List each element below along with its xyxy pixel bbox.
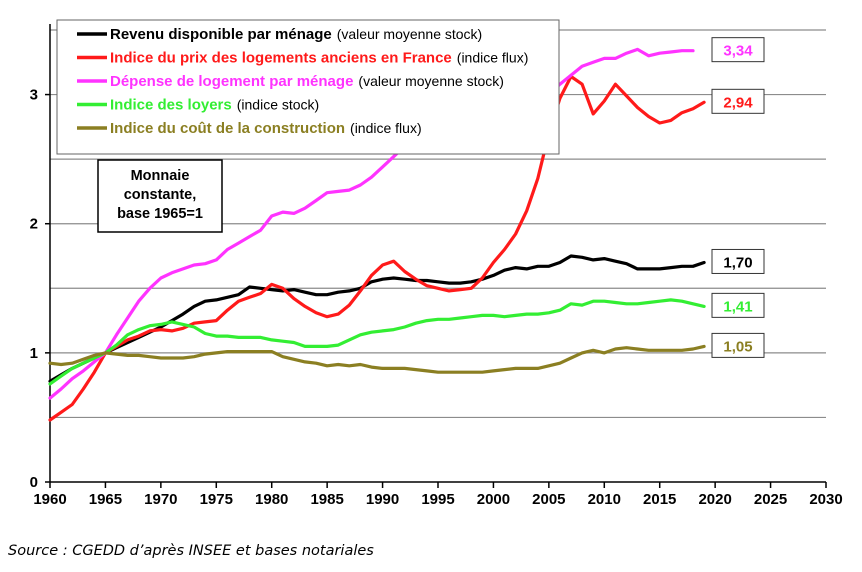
end-label-4: 1,05 [723, 338, 752, 355]
series-lines [48, 47, 706, 422]
annotation-line-0: Monnaie [131, 168, 190, 184]
series-line-1 [48, 74, 706, 422]
x-tick-label: 2005 [532, 491, 565, 508]
source-note: Source : CGEDD d’après INSEE et bases no… [8, 543, 374, 559]
axes: 1960 1965 1970 1975 1980 1985 1990 1995 2000 2005… [30, 24, 843, 508]
x-tick-label: 1975 [200, 491, 233, 508]
legend-label-2: Dépense de logement par ménage (valeur mo… [110, 73, 504, 90]
x-tick-label: 1965 [89, 491, 122, 508]
x-tick-label: 2030 [809, 491, 842, 508]
legend-label-1: Indice du prix des logements anciens en … [110, 50, 528, 67]
x-tick-label: 2025 [754, 491, 787, 508]
y-tick-label: 1 [30, 345, 38, 362]
annotation-line-1: constante, [124, 187, 197, 203]
end-label-2: 3,34 [723, 43, 753, 60]
x-tick-label: 1995 [421, 491, 454, 508]
x-tick-label: 2000 [477, 491, 510, 508]
end-label-box-2 [711, 37, 765, 63]
legend: Revenu disponible par ménage (valeur moye… [56, 19, 560, 155]
annotation-box: Monnaie constante, base 1965=1 [97, 159, 223, 233]
x-tick-label: 2010 [588, 491, 621, 508]
end-label-box-0 [711, 248, 765, 274]
end-label-1: 2,94 [723, 94, 753, 111]
end-label-box-1 [711, 88, 765, 114]
series-line-3 [48, 298, 706, 386]
legend-box [56, 19, 560, 155]
end-label-box-4 [711, 332, 765, 358]
x-tick-label: 2020 [698, 491, 731, 508]
x-tick-label: 1990 [366, 491, 399, 508]
y-tick-label: 2 [30, 216, 38, 233]
x-tick-label: 1960 [33, 491, 66, 508]
legend-label-4: Indice du coût de la construction (indice… [110, 120, 422, 137]
x-tick-label: 2015 [643, 491, 676, 508]
legend-label-0: Revenu disponible par ménage (valeur moye… [110, 26, 482, 43]
line-chart: 1960 1965 1970 1975 1980 1985 1990 1995 2000 2005… [30, 19, 843, 508]
y-tick-label: 0 [30, 474, 38, 491]
annotation-line-2: base 1965=1 [117, 206, 203, 222]
x-tick-label: 1970 [144, 491, 177, 508]
series-line-0 [48, 254, 706, 383]
x-tick-label: 1980 [255, 491, 288, 508]
end-label-box-3 [711, 292, 765, 318]
end-value-labels: 1,70 2,94 3,34 1,41 1,05 [711, 37, 765, 358]
end-label-0: 1,70 [723, 254, 752, 271]
annotation-frame [97, 159, 223, 233]
legend-label-3: Indice des loyers (indice stock) [110, 97, 319, 114]
x-tick-label: 1985 [310, 491, 343, 508]
end-label-3: 1,41 [723, 298, 752, 315]
series-line-4 [48, 344, 706, 374]
series-line-2 [48, 47, 695, 400]
y-tick-label: 3 [30, 87, 38, 104]
